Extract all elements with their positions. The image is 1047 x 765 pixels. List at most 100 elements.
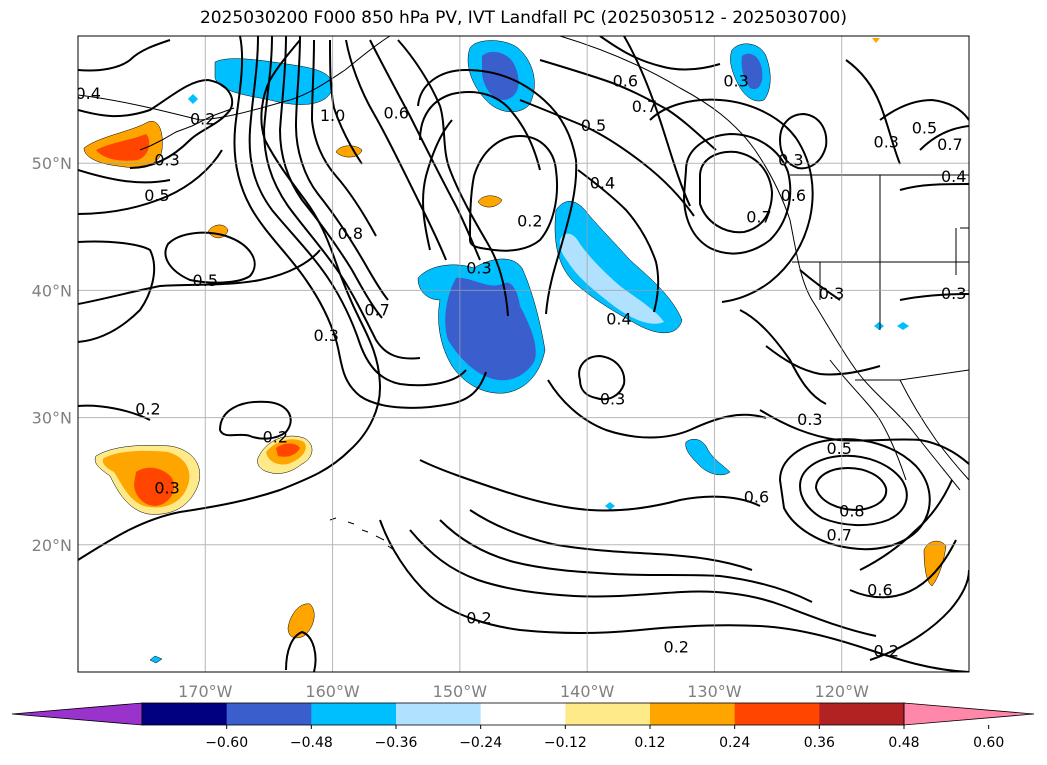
neg-anomaly-small-2 bbox=[149, 655, 163, 664]
pos-anomaly-west-subtropical-core bbox=[134, 467, 175, 506]
contour-0.6-east-loop bbox=[682, 132, 792, 255]
contour-label: 0.7 bbox=[364, 300, 389, 319]
contour-label: 0.3 bbox=[723, 72, 748, 91]
contour-0.7-northeast bbox=[919, 125, 969, 151]
contour-0.5-west bbox=[78, 149, 223, 215]
neg-anomaly-east-band-light bbox=[559, 233, 664, 324]
colorbar-extend-left bbox=[11, 702, 143, 726]
lon-tick-label: 170°W bbox=[178, 682, 233, 701]
baja-peninsula bbox=[829, 359, 907, 481]
us-state-border-1 bbox=[792, 175, 969, 330]
colorbar-segment bbox=[226, 703, 312, 725]
colorbar-segment bbox=[311, 703, 397, 725]
contour-0.5-east-outer bbox=[649, 98, 814, 303]
contour-label: 0.6 bbox=[383, 103, 408, 122]
contour-0.5-south bbox=[469, 509, 753, 571]
contour-0.6-ridge bbox=[233, 36, 487, 409]
aleutian-chain bbox=[139, 107, 235, 151]
contour-0.3-south bbox=[409, 529, 877, 637]
contour-label: 0.5 bbox=[581, 116, 606, 135]
colorbar-tick-label: −0.24 bbox=[459, 735, 502, 751]
contour-label: 0.3 bbox=[466, 259, 491, 278]
colorbar-tick-label: −0.36 bbox=[375, 735, 418, 751]
contour-0.4-east-outer bbox=[623, 36, 691, 207]
neg-anomaly-central-pacific-core bbox=[445, 277, 536, 381]
contour-0.7-ridge bbox=[248, 36, 467, 387]
pv-positive-anomalies bbox=[83, 38, 947, 639]
contour-0.5-loop bbox=[164, 231, 256, 284]
contour-0.6-baja-south bbox=[849, 539, 957, 599]
colorbar-tick-label: 0.60 bbox=[973, 735, 1004, 751]
contour-1.0-inner bbox=[310, 39, 377, 237]
contour-label: 0.2 bbox=[874, 641, 899, 660]
colorbar-tick-label: 0.24 bbox=[719, 735, 750, 751]
contour-label: 0.2 bbox=[263, 428, 288, 447]
contour-0.3-upper-west bbox=[78, 169, 171, 184]
gulf-coast-mexico bbox=[899, 379, 969, 481]
contour-0.4-south bbox=[439, 519, 813, 603]
pos-anomaly-central-subtropical-inner bbox=[276, 443, 300, 457]
contour-label: 0.6 bbox=[781, 186, 806, 205]
colorbar-tick-label: 0.48 bbox=[888, 735, 919, 751]
lat-tick-label: 20°N bbox=[32, 536, 72, 555]
contour-0.4-northeast bbox=[899, 183, 969, 191]
colorbar-extend-right bbox=[903, 702, 1035, 726]
colorbar-segment bbox=[480, 703, 566, 725]
neg-anomaly-small-3 bbox=[605, 502, 615, 510]
contour-label: 0.8 bbox=[839, 501, 864, 520]
colorbar-tick-label: 0.12 bbox=[634, 735, 665, 751]
contour-label: 0.6 bbox=[744, 487, 769, 506]
contour-0.6-east bbox=[539, 59, 717, 151]
contour-0.2-southeast-end bbox=[869, 569, 969, 661]
pos-anomaly-baja bbox=[923, 540, 947, 587]
lon-axis-labels: 170°W 160°W 150°W 140°W 130°W 120°W bbox=[178, 682, 869, 701]
contour-label: 0.5 bbox=[193, 271, 218, 290]
contour-label: 0.8 bbox=[338, 224, 363, 243]
contour-0.7-east-loop bbox=[699, 150, 774, 234]
contour-label: 0.3 bbox=[874, 133, 899, 152]
contour-label: 0.4 bbox=[606, 309, 631, 328]
contour-0.5-east bbox=[519, 99, 695, 217]
contour-0.2-mid bbox=[547, 379, 767, 439]
contour-0.4-east bbox=[577, 169, 660, 313]
map-title: 2025030200 F000 850 hPa PV, IVT Landfall… bbox=[199, 8, 847, 28]
contour-0.7-north-trough bbox=[369, 39, 481, 261]
contour-label: 0.2 bbox=[135, 400, 160, 419]
pos-anomaly-aleutian-west-core bbox=[96, 134, 150, 161]
pos-anomaly-small-2 bbox=[477, 195, 503, 208]
contour-lines bbox=[78, 36, 969, 672]
lat-tick-label: 50°N bbox=[32, 154, 72, 173]
lon-tick-label: 150°W bbox=[433, 682, 488, 701]
contour-0.5-southeast bbox=[759, 409, 969, 465]
contour-label: 0.3 bbox=[797, 410, 822, 429]
gridlines bbox=[78, 36, 969, 672]
lon-tick-label: 140°W bbox=[560, 682, 615, 701]
contour-label: 0.3 bbox=[154, 479, 179, 498]
map-frame bbox=[77, 35, 970, 673]
lon-tick-label: 130°W bbox=[687, 682, 742, 701]
contour-0.2-loop-central bbox=[468, 134, 558, 252]
contour-label: 0.4 bbox=[590, 173, 615, 192]
contour-label: 0.2 bbox=[190, 110, 215, 129]
contour-0.3-ne-coast bbox=[799, 269, 841, 301]
contour-label: 0.7 bbox=[632, 97, 657, 116]
contour-label: 0.7 bbox=[937, 135, 962, 154]
contour-label: 0.2 bbox=[517, 211, 542, 230]
contour-0.9-inner bbox=[329, 39, 363, 165]
contour-1.0-ridge bbox=[294, 36, 389, 301]
pos-anomaly-south bbox=[287, 603, 315, 639]
lon-tick-label: 120°W bbox=[815, 682, 870, 701]
contour-label: 0.6 bbox=[867, 580, 892, 599]
lon-tick-label: 160°W bbox=[305, 682, 360, 701]
contour-0.3-east-mid bbox=[739, 309, 827, 405]
contour-0.6-trough bbox=[397, 39, 509, 317]
contour-label: 0.3 bbox=[941, 284, 966, 303]
contour-label: 0.2 bbox=[664, 638, 689, 657]
colorbar-outline bbox=[141, 702, 905, 726]
neg-anomaly-small-1 bbox=[188, 94, 198, 104]
contour-0.6-southeast bbox=[778, 438, 931, 551]
contour-label: 0.5 bbox=[912, 119, 937, 138]
lat-axis-labels: 20°N 30°N 40°N 50°N bbox=[32, 154, 72, 555]
contour-0.7-southeast bbox=[798, 454, 908, 527]
